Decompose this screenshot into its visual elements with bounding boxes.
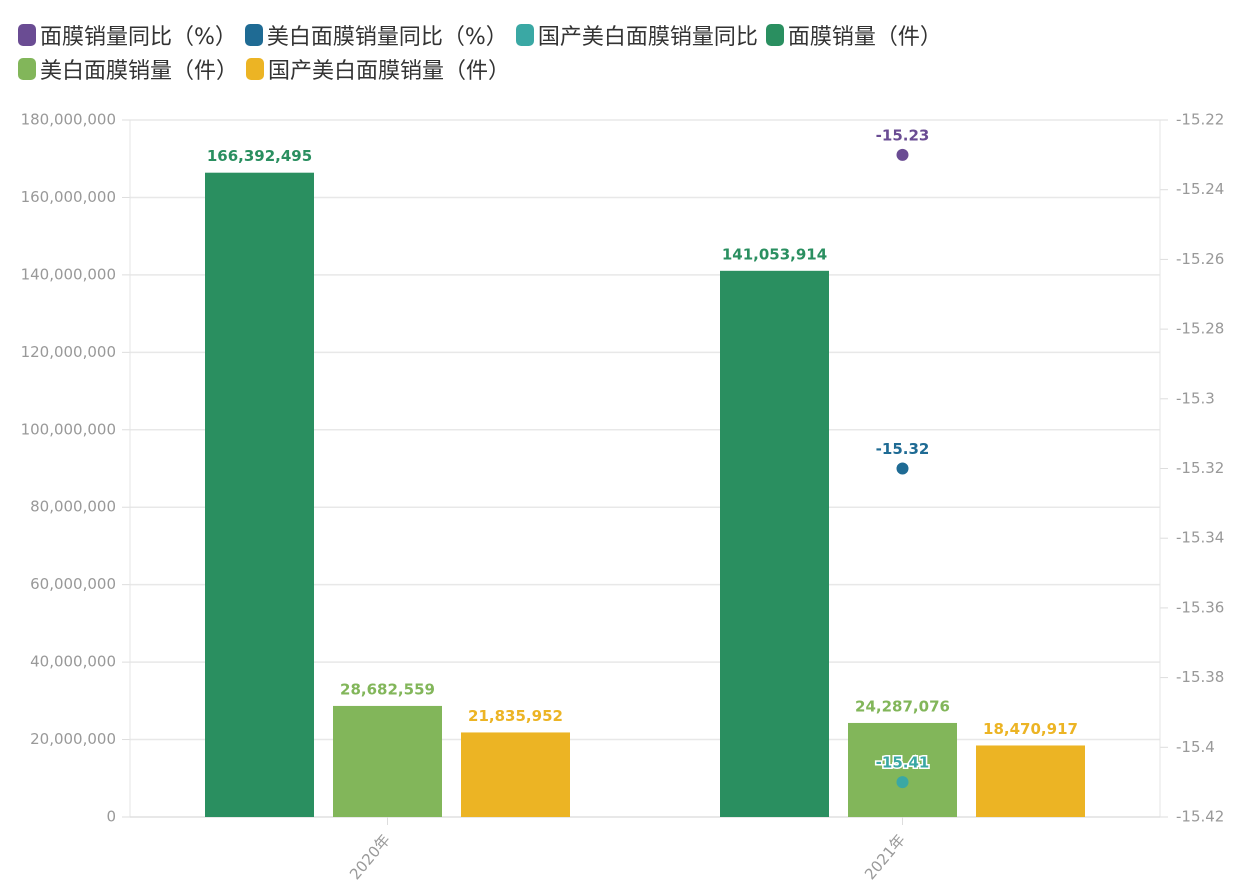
data-label: 141,053,914 xyxy=(722,245,827,263)
y-tick-label: 140,000,000 xyxy=(21,265,116,283)
y-tick-label: 160,000,000 xyxy=(21,188,116,206)
y-tick-label: 80,000,000 xyxy=(30,498,116,516)
legend-item[interactable]: 面膜销量（件） xyxy=(765,20,942,50)
legend-item[interactable]: 美白面膜销量同比（%） xyxy=(244,20,508,50)
data-label: 18,470,917 xyxy=(983,720,1078,738)
y2-tick-label: -15.28 xyxy=(1176,320,1224,338)
point xyxy=(896,462,909,475)
legend-item[interactable]: 面膜销量同比（%） xyxy=(18,20,237,50)
bar xyxy=(720,270,829,818)
y-tick-label: 60,000,000 xyxy=(30,575,116,593)
data-label: 166,392,495 xyxy=(207,147,312,165)
y-tick-label: 20,000,000 xyxy=(30,730,116,748)
data-label: -15.32 xyxy=(876,440,930,458)
y2-tick-label: -15.4 xyxy=(1176,738,1215,756)
bar xyxy=(976,745,1085,817)
y-tick-label: 0 xyxy=(106,808,116,826)
legend-item[interactable]: 国产美白面膜销量同比 xyxy=(515,20,758,50)
y-tick-label: 180,000,000 xyxy=(21,111,116,129)
bar xyxy=(461,732,570,817)
data-label: -15.23 xyxy=(876,126,930,144)
bar xyxy=(848,722,957,817)
legend-item[interactable]: 国产美白面膜销量（件） xyxy=(246,54,510,84)
y2-tick-label: -15.38 xyxy=(1176,668,1224,686)
point xyxy=(896,148,909,161)
legend-swatch xyxy=(515,24,534,46)
y2-tick-label: -15.42 xyxy=(1176,808,1224,826)
bar xyxy=(205,172,314,817)
legend-swatch xyxy=(18,58,36,80)
legend-item[interactable]: 美白面膜销量（件） xyxy=(18,54,238,84)
legend-swatch xyxy=(246,58,265,80)
y-tick-label: 100,000,000 xyxy=(21,420,116,438)
y2-tick-label: -15.24 xyxy=(1176,180,1224,198)
data-label: -15.41 xyxy=(876,754,930,772)
bar xyxy=(333,705,442,817)
legend-label: 面膜销量（件） xyxy=(787,25,942,50)
data-label: 28,682,559 xyxy=(340,680,435,698)
legend-swatch xyxy=(18,24,36,46)
legend-label: 国产美白面膜销量同比 xyxy=(537,25,758,50)
y-tick-label: 40,000,000 xyxy=(30,653,116,671)
y2-tick-label: -15.36 xyxy=(1176,598,1224,616)
y2-tick-label: -15.26 xyxy=(1176,250,1224,268)
x-tick-label: 2021年 xyxy=(861,831,909,883)
legend-label: 国产美白面膜销量（件） xyxy=(268,59,511,84)
y2-tick-label: -15.32 xyxy=(1176,459,1224,477)
point xyxy=(896,776,909,789)
x-tick-label: 2020年 xyxy=(346,831,394,883)
data-label: 24,287,076 xyxy=(855,697,950,715)
y2-tick-label: -15.22 xyxy=(1176,111,1224,129)
legend-label: 美白面膜销量（件） xyxy=(40,59,239,84)
legend-swatch xyxy=(244,24,263,46)
legend-label: 面膜销量同比（%） xyxy=(40,25,237,50)
legend-swatch xyxy=(765,24,784,46)
y-tick-label: 120,000,000 xyxy=(21,343,116,361)
legend: 面膜销量同比（%） 美白面膜销量同比（%） 国产美白面膜销量同比 面膜销量（件） 美白面… xyxy=(18,20,1078,84)
y2-tick-label: -15.3 xyxy=(1176,389,1215,407)
legend-label: 美白面膜销量同比（%） xyxy=(266,25,508,50)
data-label: 21,835,952 xyxy=(468,707,563,725)
y2-tick-label: -15.34 xyxy=(1176,529,1224,547)
